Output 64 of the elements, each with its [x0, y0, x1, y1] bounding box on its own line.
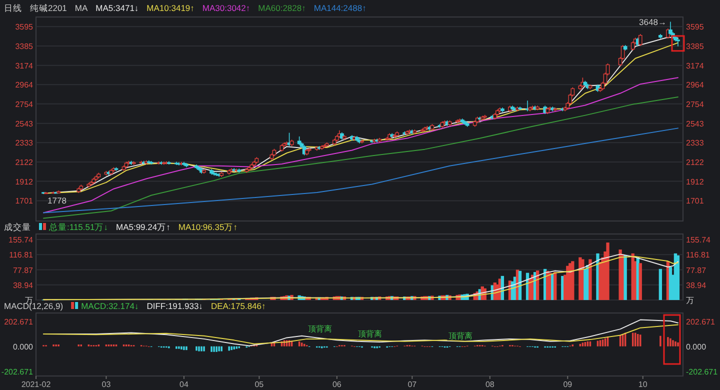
x-tick-label: 2021-02 [21, 380, 52, 389]
y-tick-label: 77.87 [12, 266, 34, 275]
y-tick-label: 0.000 [12, 342, 34, 352]
text: DEA:175.846↑ [210, 301, 266, 311]
y-tick-label: 202.671 [4, 317, 34, 326]
y-tick-label: 1701 [15, 196, 34, 206]
x-tick-label: 08 [485, 380, 495, 389]
chart-subtitle: 纯碱2201 [30, 3, 68, 13]
y2-tick-label: 3174 [686, 61, 704, 70]
text: MA5:3471↓ [96, 3, 139, 13]
y-tick-label: 38.94 [12, 280, 34, 290]
x-tick-label: 05 [254, 380, 264, 389]
y2-tick-label: 万 [686, 296, 694, 305]
y2-tick-label: 116.81 [686, 250, 710, 260]
x-tick-label: 06 [332, 380, 342, 389]
y2-tick-label: 2964 [686, 80, 704, 90]
text: MA5:99.24万↑ [116, 222, 170, 232]
y2-tick-label: 2122 [686, 158, 704, 168]
text: MA10:3419↑ [146, 3, 194, 13]
y2-tick-label: 1701 [686, 196, 704, 206]
y-tick-label: 2964 [15, 80, 34, 90]
legend-label: MACD:32.174↓ [81, 301, 139, 311]
y2-tick-label: 38.94 [686, 280, 707, 290]
y2-tick-label: 77.87 [686, 266, 707, 275]
y-tick-label: 3595 [15, 22, 34, 32]
y2-tick-label: 2754 [686, 100, 704, 109]
y2-tick-label: 2333 [686, 138, 704, 148]
x-tick-label: 10 [638, 380, 648, 389]
annotation: 3648→ [639, 16, 666, 27]
y-tick-label: 1912 [15, 177, 34, 186]
y-tick-label: 155.74 [8, 236, 34, 245]
y2-tick-label: 2543 [686, 119, 704, 128]
text: DIFF:191.933↓ [146, 301, 203, 311]
y2-tick-label: 3385 [686, 42, 704, 51]
y-tick-label: 3385 [15, 42, 34, 51]
y-tick-label: 2333 [15, 138, 34, 148]
x-tick-label: 04 [180, 380, 189, 389]
text: MA30:3042↑ [202, 3, 250, 13]
annotation: 顶背离 [448, 331, 472, 340]
annotation: 顶背离 [308, 324, 332, 334]
text: MA144:2488↑ [314, 3, 366, 13]
y2-tick-label: 1912 [686, 177, 704, 186]
text: MA60:2828↑ [258, 3, 306, 13]
text: MA10:96.35万↑ [178, 222, 238, 232]
y-tick-label: 116.81 [9, 250, 34, 260]
y2-tick-label: 0.000 [686, 342, 707, 352]
y2-tick-label: 202.671 [686, 317, 716, 326]
legend-title: MA [74, 3, 88, 13]
y-tick-label: 2122 [15, 158, 34, 168]
legend-label: 总量:115.51万↓ [48, 222, 108, 232]
y-tick-label: 2543 [15, 119, 34, 128]
y2-tick-label: 155.74 [686, 236, 712, 245]
y2-tick-label: 3595 [686, 22, 704, 32]
y-tick-label: 3174 [15, 61, 34, 70]
annotation: 顶背离 [358, 329, 382, 338]
x-tick-label: 03 [102, 380, 112, 389]
x-tick-label: 07 [408, 380, 418, 389]
chart-title: 成交量 [4, 222, 31, 232]
y-tick-label: 2754 [15, 100, 34, 109]
chart-title: 日线 [4, 3, 22, 13]
annotation: 1778 [48, 196, 67, 206]
y-tick-label: -202.671 [1, 367, 34, 376]
y2-tick-label: -202.671 [686, 367, 718, 376]
x-tick-label: 09 [563, 380, 573, 389]
